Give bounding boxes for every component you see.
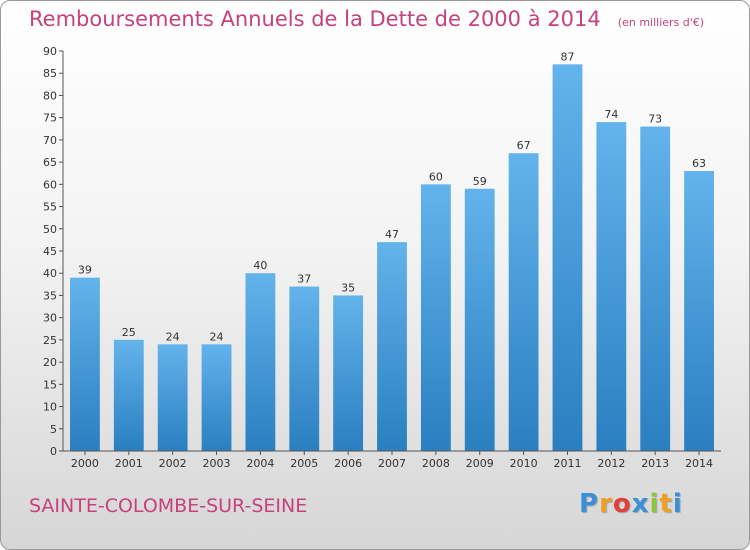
chart-unit: (en milliers d'€): [617, 16, 705, 29]
x-tick-label: 2014: [685, 457, 713, 470]
data-label: 67: [517, 139, 531, 152]
x-tick-label: 2000: [71, 457, 99, 470]
data-label: 25: [122, 326, 136, 339]
x-tick-label: 2011: [553, 457, 581, 470]
y-tick-label: 90: [43, 45, 57, 58]
logo-letter: r: [599, 489, 613, 519]
bar: [70, 277, 100, 451]
x-tick-label: 2010: [510, 457, 538, 470]
y-tick-label: 75: [43, 112, 57, 125]
title-row: Remboursements Annuels de la Dette de 20…: [29, 7, 704, 31]
bar: [157, 344, 188, 451]
y-tick-label: 15: [43, 378, 57, 391]
x-tick-label: 2007: [378, 457, 406, 470]
y-tick-label: 35: [43, 289, 57, 302]
bar: [464, 188, 495, 451]
data-label: 35: [341, 281, 355, 294]
logo-letter: i: [672, 489, 683, 519]
data-label: 47: [385, 228, 399, 241]
bar: [113, 339, 144, 451]
bar: [596, 122, 627, 451]
data-label: 74: [604, 108, 618, 121]
data-label: 40: [253, 259, 267, 272]
y-tick-label: 70: [43, 134, 57, 147]
bar: [333, 295, 364, 451]
y-tick-label: 60: [43, 178, 57, 191]
y-tick-label: 30: [43, 312, 57, 325]
data-label: 73: [648, 113, 662, 126]
data-label: 37: [297, 273, 311, 286]
data-label: 24: [166, 330, 180, 343]
y-tick-label: 10: [43, 401, 57, 414]
x-tick-label: 2008: [422, 457, 450, 470]
x-tick-label: 2009: [466, 457, 494, 470]
data-label: 24: [210, 330, 224, 343]
town-name: SAINTE-COLOMBE-SUR-SEINE: [29, 495, 308, 517]
y-tick-label: 45: [43, 245, 57, 258]
data-label: 59: [473, 175, 487, 188]
x-tick-label: 2006: [334, 457, 362, 470]
bar: [245, 273, 276, 451]
y-tick-label: 50: [43, 223, 57, 236]
data-label: 60: [429, 170, 443, 183]
logo-letter: P: [579, 489, 600, 519]
bar: [420, 184, 451, 452]
x-tick-label: 2001: [115, 457, 143, 470]
logo-letter: i: [649, 489, 660, 519]
chart-title: Remboursements Annuels de la Dette de 20…: [29, 7, 601, 31]
x-tick-label: 2004: [246, 457, 274, 470]
x-tick-label: 2003: [203, 457, 231, 470]
y-tick-label: 65: [43, 156, 57, 169]
y-tick-label: 80: [43, 89, 57, 102]
bar: [289, 286, 320, 451]
x-axis: 2000 2001 2002 2003 2004 2005 2006 2007 2008 2009…: [63, 450, 721, 470]
bar: [640, 126, 671, 452]
y-tick-label: 40: [43, 267, 57, 280]
logo-letter: t: [659, 489, 673, 519]
data-label: 87: [560, 50, 574, 63]
y-tick-label: 55: [43, 201, 57, 214]
y-tick-label: 20: [43, 356, 57, 369]
x-tick-label: 2013: [641, 457, 669, 470]
x-tick-label: 2012: [597, 457, 625, 470]
y-tick-label: 25: [43, 334, 57, 347]
y-tick-label: 85: [43, 67, 57, 80]
bars: 39 25 24 24 40 37 35 47 60 59 67 87 74 73 63: [70, 50, 714, 452]
proxiti-logo: Proxiti: [579, 489, 683, 519]
y-tick-label: 5: [50, 423, 57, 436]
logo-letter: o: [612, 489, 632, 519]
bar: [377, 242, 407, 451]
bar: [684, 171, 714, 451]
y-tick-label: 0: [50, 445, 57, 458]
x-tick-label: 2005: [290, 457, 318, 470]
bar: [508, 153, 539, 451]
x-tick-label: 2002: [159, 457, 187, 470]
y-axis: 0 5 10 15 20 25 30 35 40 45 50 55 60 65 70 75 80 85 90: [43, 45, 64, 458]
data-label: 39: [78, 264, 92, 277]
bar: [201, 344, 232, 451]
data-label: 63: [692, 157, 706, 170]
logo-letter: x: [631, 489, 650, 519]
bar: [552, 64, 583, 452]
